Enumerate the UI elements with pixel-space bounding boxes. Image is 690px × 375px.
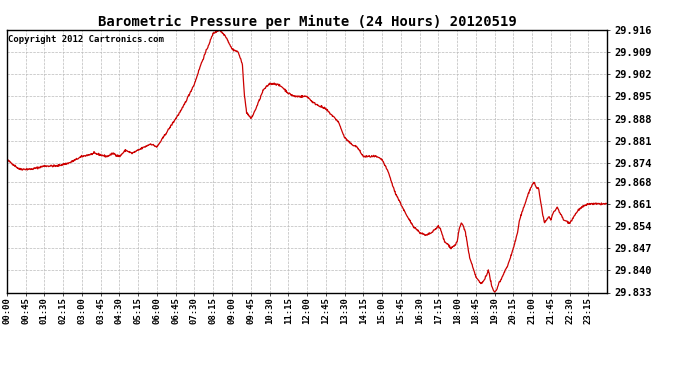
Title: Barometric Pressure per Minute (24 Hours) 20120519: Barometric Pressure per Minute (24 Hours… xyxy=(98,15,516,29)
Text: Copyright 2012 Cartronics.com: Copyright 2012 Cartronics.com xyxy=(8,35,164,44)
